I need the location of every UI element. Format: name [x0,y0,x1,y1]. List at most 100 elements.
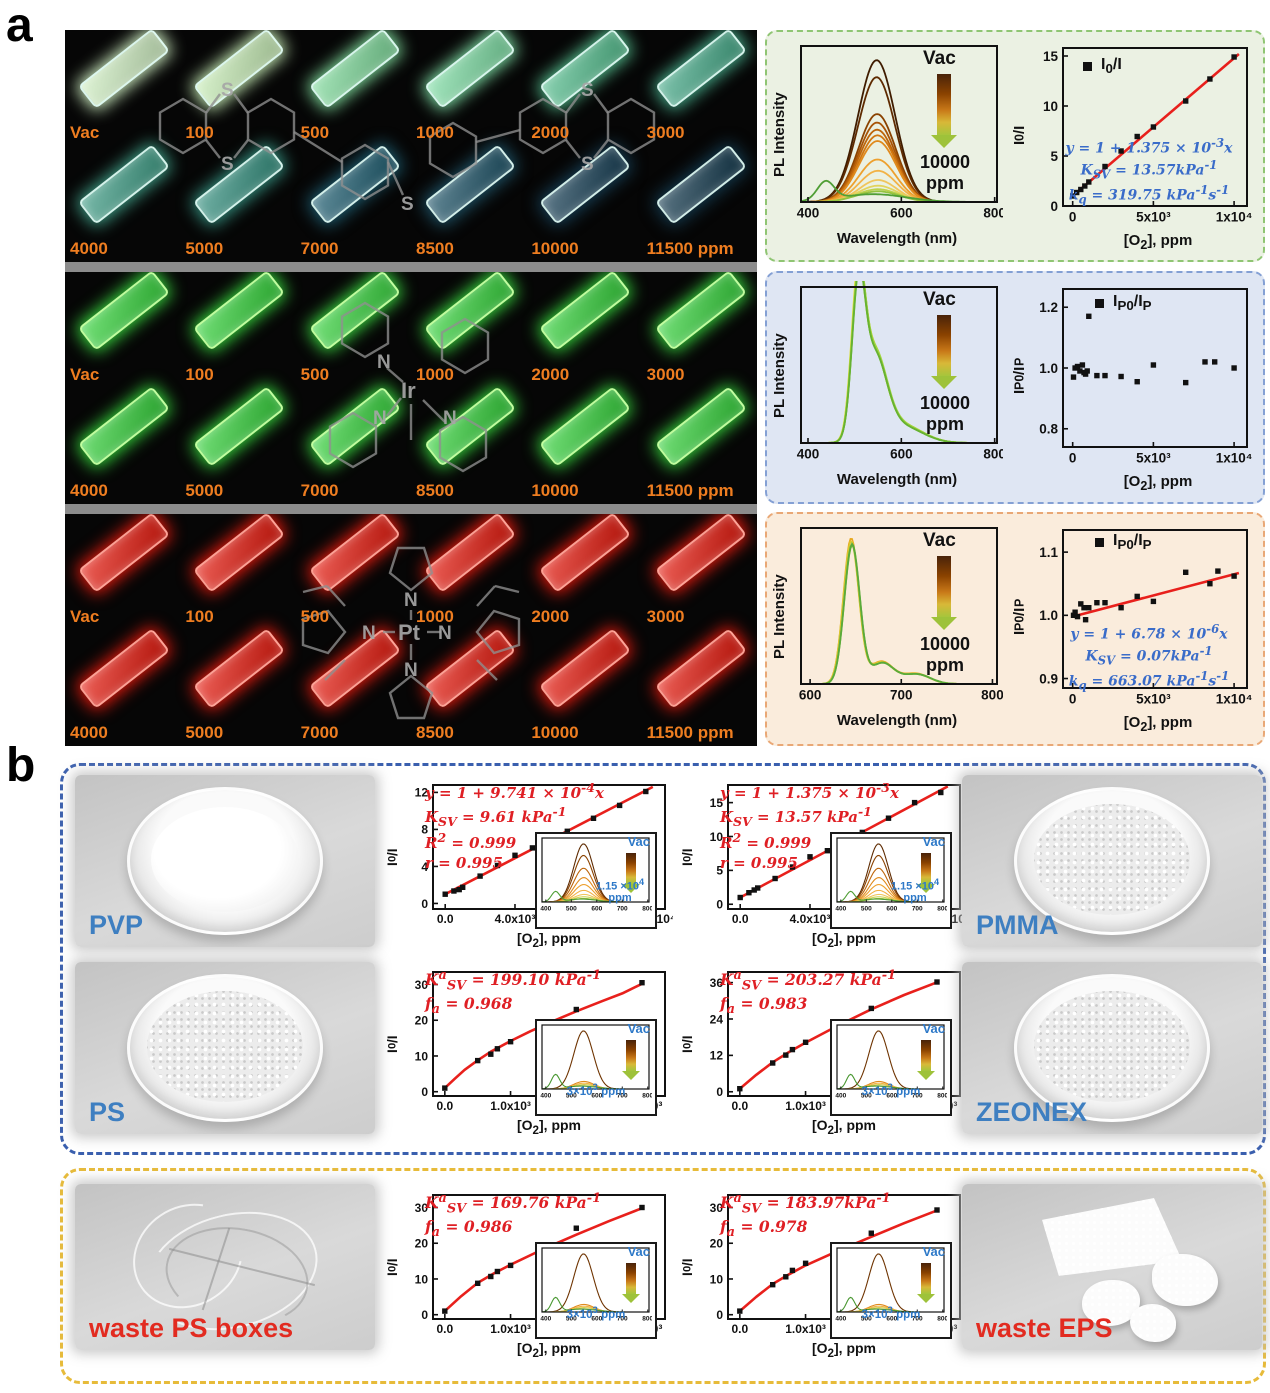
waste-ps-label: waste PS boxes [89,1313,294,1343]
luminescent-film-slab [424,30,516,109]
pvp-photo: PVP [75,775,375,947]
svg-text:1x10⁴: 1x10⁴ [1216,451,1253,466]
luminescent-film-slab [78,30,170,109]
luminescent-film-slab [308,386,401,467]
i0i-axis-label: I 0/I [385,1035,400,1053]
pmma-photo: PMMA [962,775,1262,947]
ir-complex-result-box: PL Intensity 400 600 800 Wavelength (nm) V… [765,271,1265,504]
film-photo-cell: 10000 [526,386,641,504]
svg-text:800: 800 [937,1093,947,1100]
eps-foam-piece [1152,1254,1218,1306]
i0i-axis-label: I 0/I [385,848,400,866]
svg-text:700: 700 [617,906,628,913]
zeonex-photo: ZEONEX [962,962,1262,1134]
inset-spectra-chart: 400 500 600 700 800 [540,837,652,913]
film-photo-cell: 5000 [180,144,295,262]
pmma-plot: I0/I 0.04.0x10³8.0x10³1.2x10⁴051015 [O2]… [680,776,975,960]
o2-concentration-label: 11500 ppm [646,239,734,258]
svg-text:0.0: 0.0 [437,912,454,926]
luminescent-film-slab [539,30,632,109]
svg-text:800: 800 [642,1316,652,1323]
pt-porphyrin-result-box: PL Intensity 600 700 800 Wavelength (nm) V… [765,512,1265,746]
row-separator [65,262,757,272]
o2-concentration-label: 500 [300,365,330,384]
svg-text:20: 20 [415,1237,429,1251]
svg-text:8: 8 [421,823,428,837]
svg-text:700: 700 [912,1316,923,1323]
inset-gradient-arrow [917,1040,935,1080]
film-photo-cell: 1000 [411,272,526,388]
i0i-axis-label: I 0/I [680,1258,695,1276]
svg-text:600: 600 [799,688,822,703]
o2-axis-label: [O2], ppm [516,1340,582,1360]
inset-ppm-label: 3×103 ppm [566,1305,626,1321]
o2-concentration-label: 1000 [416,123,454,142]
o2-concentration-label: 7000 [300,723,339,742]
petri-dish [127,974,323,1122]
svg-text:10: 10 [1043,99,1058,114]
svg-text:0.0: 0.0 [731,1099,748,1113]
stern-volmer-chart-thianthrene: 0 5x10³ 1x10⁴ 0 5 10 15 [1043,47,1253,225]
svg-text:800: 800 [983,206,1003,221]
ip0-ip-axis-label: I P0/I P [1011,357,1028,395]
film-photo-block: Vac 100 500 1000 2000 3000 4000 5000 7000 8500 100… [65,30,757,746]
svg-text:1x10⁴: 1x10⁴ [1216,210,1253,225]
pl-spectrum-panel: PL Intensity 400 600 800 Wavelength (nm) V… [771,36,1009,260]
inset-vac-label: Vac [627,1021,650,1036]
svg-text:5x10³: 5x10³ [1136,692,1171,707]
o2-concentration-label: 8500 [416,239,454,258]
film-photo-cell: 500 [296,272,411,388]
zeonex-label: ZEONEX [976,1097,1088,1127]
film-photo-cell: 4000 [65,144,180,262]
inset-vac-label: Vac [922,834,945,849]
inset-gradient-arrow [917,853,935,893]
spectra-inset: 400 500 600 700 800 Vac 3×103 ppm [535,1242,657,1339]
svg-text:12: 12 [710,1049,724,1063]
luminescent-film-slab [308,514,401,593]
o2-axis-label: [O2], ppm [1123,714,1193,734]
luminescent-film-slab [539,272,632,351]
vac-label: Vac [923,289,956,310]
inset-vac-label: Vac [627,834,650,849]
o2-axis-label: [O2], ppm [516,1117,582,1137]
spectra-inset: 400 500 600 700 800 Vac 3×103 ppm [830,1019,952,1116]
luminescent-film-slab [308,144,401,225]
o2-concentration-label: 2000 [531,607,570,626]
svg-text:400: 400 [540,906,551,913]
svg-text:800: 800 [937,1316,947,1323]
svg-text:5: 5 [1050,149,1058,164]
o2-axis-label: [O2], ppm [811,1117,877,1137]
inset-ppm-label: 1.15 ×104 ppm [595,877,645,905]
petri-dish [1014,787,1210,935]
film-photo-cell: Vac [65,514,180,630]
luminescent-film-slab [193,386,286,467]
inset-ppm-label: 3×103 ppm [566,1082,626,1098]
i0i-axis-label: I 0/I [680,848,695,866]
svg-text:4.0x10³: 4.0x10³ [790,912,831,926]
i0i-axis-label: I 0/I [385,1258,400,1276]
svg-text:24: 24 [710,1012,724,1026]
svg-text:400: 400 [797,447,820,462]
svg-text:1.0: 1.0 [1039,608,1058,623]
o2-concentration-label: 100 [185,365,214,384]
vac-to-o2-gradient-arrow [931,315,957,389]
luminescent-film-slab [193,272,286,351]
svg-text:1.2: 1.2 [1039,300,1058,315]
o2-concentration-label: 11500 ppm [646,723,734,742]
svg-text:600: 600 [591,1316,602,1323]
svg-text:0: 0 [1069,692,1077,707]
o2-end-label: 10000 ppm [919,634,971,675]
svg-text:800: 800 [937,906,947,913]
film-photo-cell: 2000 [526,30,641,146]
inset-gradient-arrow [622,853,640,893]
o2-concentration-label: 8500 [416,723,454,742]
luminescent-film-slab [654,30,747,109]
svg-text:600: 600 [886,1093,897,1100]
o2-concentration-label: 4000 [70,239,108,258]
o2-concentration-label: Vac [70,607,100,626]
inset-vac-label: Vac [627,1244,650,1259]
petri-dish [127,787,323,935]
film-photo-cell: 3000 [642,30,757,146]
